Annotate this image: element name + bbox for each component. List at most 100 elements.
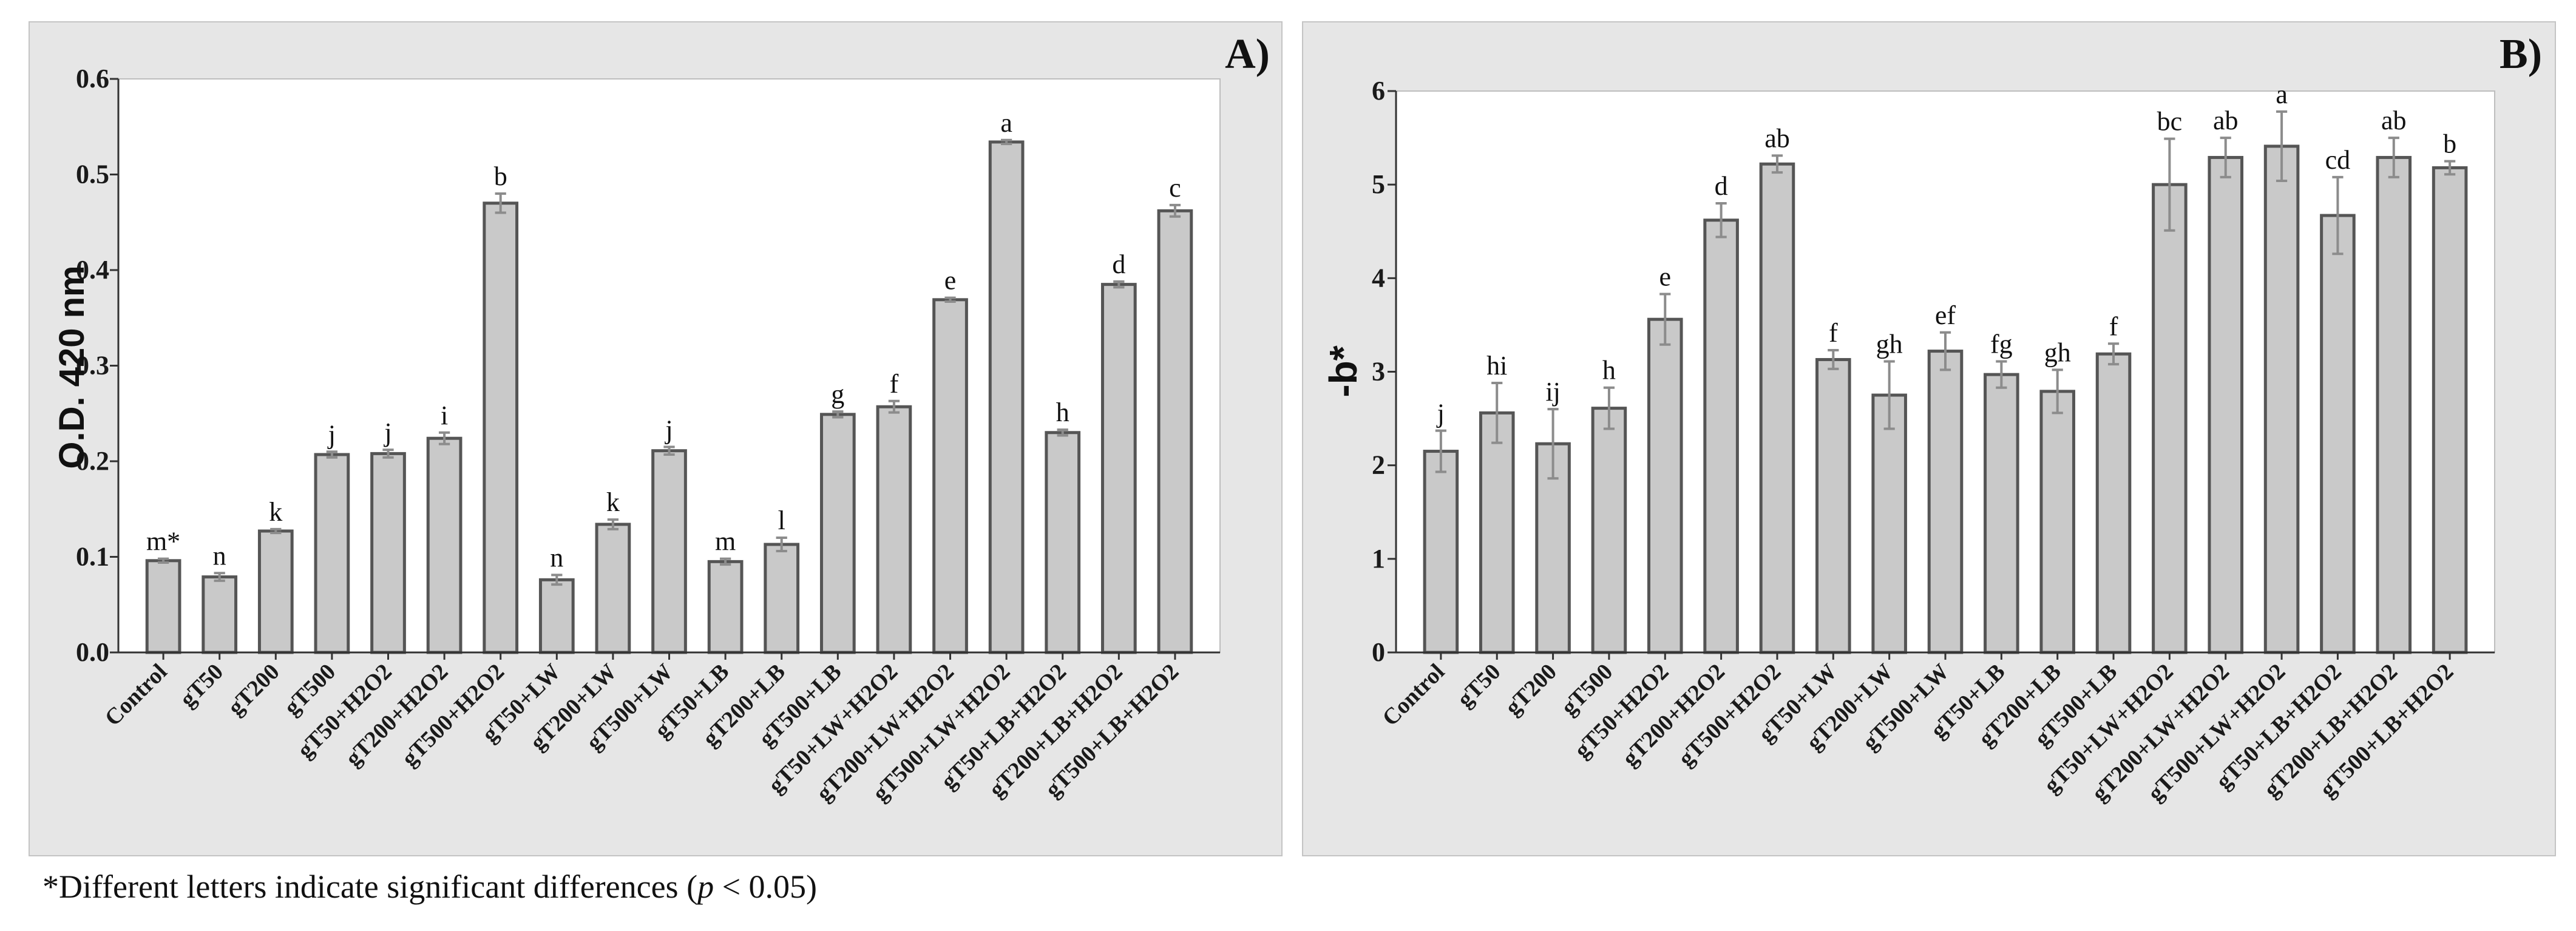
significance-letter: j bbox=[383, 418, 391, 447]
y-tick-label: 1 bbox=[1372, 544, 1385, 574]
significance-letter: f bbox=[1829, 318, 1838, 348]
bar bbox=[876, 405, 912, 654]
significance-letter: a bbox=[2276, 80, 2288, 109]
significance-letter: j bbox=[327, 419, 336, 449]
bar bbox=[1984, 373, 2019, 654]
footnote-text-after: < 0.05) bbox=[714, 868, 817, 905]
bar bbox=[1479, 411, 1515, 654]
significance-letter: ij bbox=[1545, 377, 1560, 407]
y-tick-label: 2 bbox=[1372, 450, 1385, 480]
significance-letter: g bbox=[831, 379, 844, 409]
significance-letter: j bbox=[664, 415, 673, 444]
bar bbox=[1647, 317, 1683, 654]
footnote: *Different letters indicate significant … bbox=[42, 868, 817, 906]
significance-letter: h bbox=[1602, 356, 1616, 385]
significance-letter: n bbox=[213, 541, 226, 570]
significance-letter: a bbox=[1000, 108, 1012, 138]
significance-letter: k bbox=[269, 497, 282, 527]
significance-letter: e bbox=[1659, 262, 1671, 292]
y-tick-label: 0.3 bbox=[76, 351, 109, 381]
bar bbox=[1157, 209, 1193, 654]
y-tick-label: 0.2 bbox=[76, 446, 109, 476]
bar bbox=[1100, 283, 1137, 654]
significance-letter: cd bbox=[2325, 145, 2351, 175]
bar bbox=[651, 449, 687, 654]
significance-letter: i bbox=[441, 401, 448, 430]
significance-letter: n bbox=[550, 543, 563, 572]
significance-letter: gh bbox=[2044, 337, 2071, 367]
bar bbox=[932, 298, 968, 654]
bar bbox=[2376, 155, 2412, 654]
bar bbox=[764, 543, 800, 654]
plot-area bbox=[118, 78, 1221, 653]
significance-letter: m bbox=[715, 527, 736, 557]
y-tick-label: 0.0 bbox=[76, 637, 109, 667]
bar bbox=[426, 436, 463, 654]
significance-letter: c bbox=[1169, 173, 1181, 203]
bar bbox=[1423, 450, 1459, 654]
bar bbox=[1703, 218, 1739, 654]
bar bbox=[257, 529, 294, 654]
y-tick-label: 5 bbox=[1372, 169, 1385, 199]
y-tick-label: 0.1 bbox=[76, 542, 109, 572]
bar bbox=[2039, 390, 2075, 654]
bar bbox=[1871, 393, 1907, 654]
significance-letter: ab bbox=[2381, 106, 2407, 135]
y-tick-label: 3 bbox=[1372, 357, 1385, 387]
bar bbox=[707, 560, 744, 654]
significance-letter: hi bbox=[1486, 351, 1507, 381]
significance-letter: l bbox=[778, 506, 785, 535]
significance-letter: d bbox=[1715, 171, 1728, 201]
bar bbox=[538, 578, 575, 654]
bar bbox=[1927, 350, 1964, 654]
significance-letter: gh bbox=[1876, 330, 1903, 359]
bar bbox=[1591, 407, 1627, 654]
significance-letter: ab bbox=[1764, 123, 1790, 153]
bar bbox=[2208, 155, 2244, 654]
footnote-text-before: *Different letters indicate significant … bbox=[42, 868, 698, 905]
bar bbox=[2263, 144, 2300, 654]
bar bbox=[370, 452, 406, 654]
bar bbox=[202, 575, 238, 654]
y-tick-label: 0 bbox=[1372, 637, 1385, 667]
y-tick-label: 0.5 bbox=[76, 160, 109, 189]
bar bbox=[1815, 357, 1851, 654]
y-axis-title: O.D. 420 nm bbox=[52, 265, 92, 469]
significance-letter: b bbox=[494, 161, 507, 191]
significance-letter: m* bbox=[146, 527, 180, 557]
bar bbox=[2095, 352, 2132, 654]
bar bbox=[483, 201, 519, 654]
bar bbox=[988, 140, 1025, 654]
panel-label: A) bbox=[1225, 31, 1270, 78]
significance-letter: fg bbox=[1990, 330, 2013, 359]
bar bbox=[2320, 214, 2356, 654]
significance-letter: ef bbox=[1935, 300, 1956, 330]
y-tick-label: 0.4 bbox=[76, 255, 109, 285]
y-tick-label: 4 bbox=[1372, 263, 1385, 293]
significance-letter: f bbox=[2109, 311, 2118, 341]
significance-letter: e bbox=[944, 266, 957, 296]
y-tick-label: 0.6 bbox=[76, 64, 109, 93]
significance-letter: f bbox=[890, 369, 899, 399]
bar bbox=[819, 413, 856, 654]
significance-letter: k bbox=[606, 487, 620, 517]
bar bbox=[2152, 183, 2188, 654]
significance-letter: ab bbox=[2213, 106, 2239, 135]
significance-letter: h bbox=[1056, 398, 1069, 427]
panel-a-chart: 0.00.10.20.30.40.50.6O.D. 420 nmA)m*Cont… bbox=[52, 31, 1270, 807]
panel-label: B) bbox=[2500, 31, 2542, 78]
significance-letter: d bbox=[1112, 249, 1125, 279]
significance-letter: j bbox=[1436, 399, 1445, 428]
significance-letter: bc bbox=[2157, 107, 2183, 137]
bar bbox=[145, 559, 181, 654]
y-tick-label: 6 bbox=[1372, 76, 1385, 106]
y-axis-title: -b* bbox=[1321, 345, 1365, 397]
bar bbox=[1045, 431, 1081, 654]
bar bbox=[2432, 166, 2468, 654]
bar bbox=[1759, 162, 1795, 654]
bar bbox=[314, 453, 350, 654]
bar bbox=[595, 523, 631, 654]
footnote-p-symbol: p bbox=[697, 868, 714, 905]
significance-letter: b bbox=[2443, 129, 2456, 159]
